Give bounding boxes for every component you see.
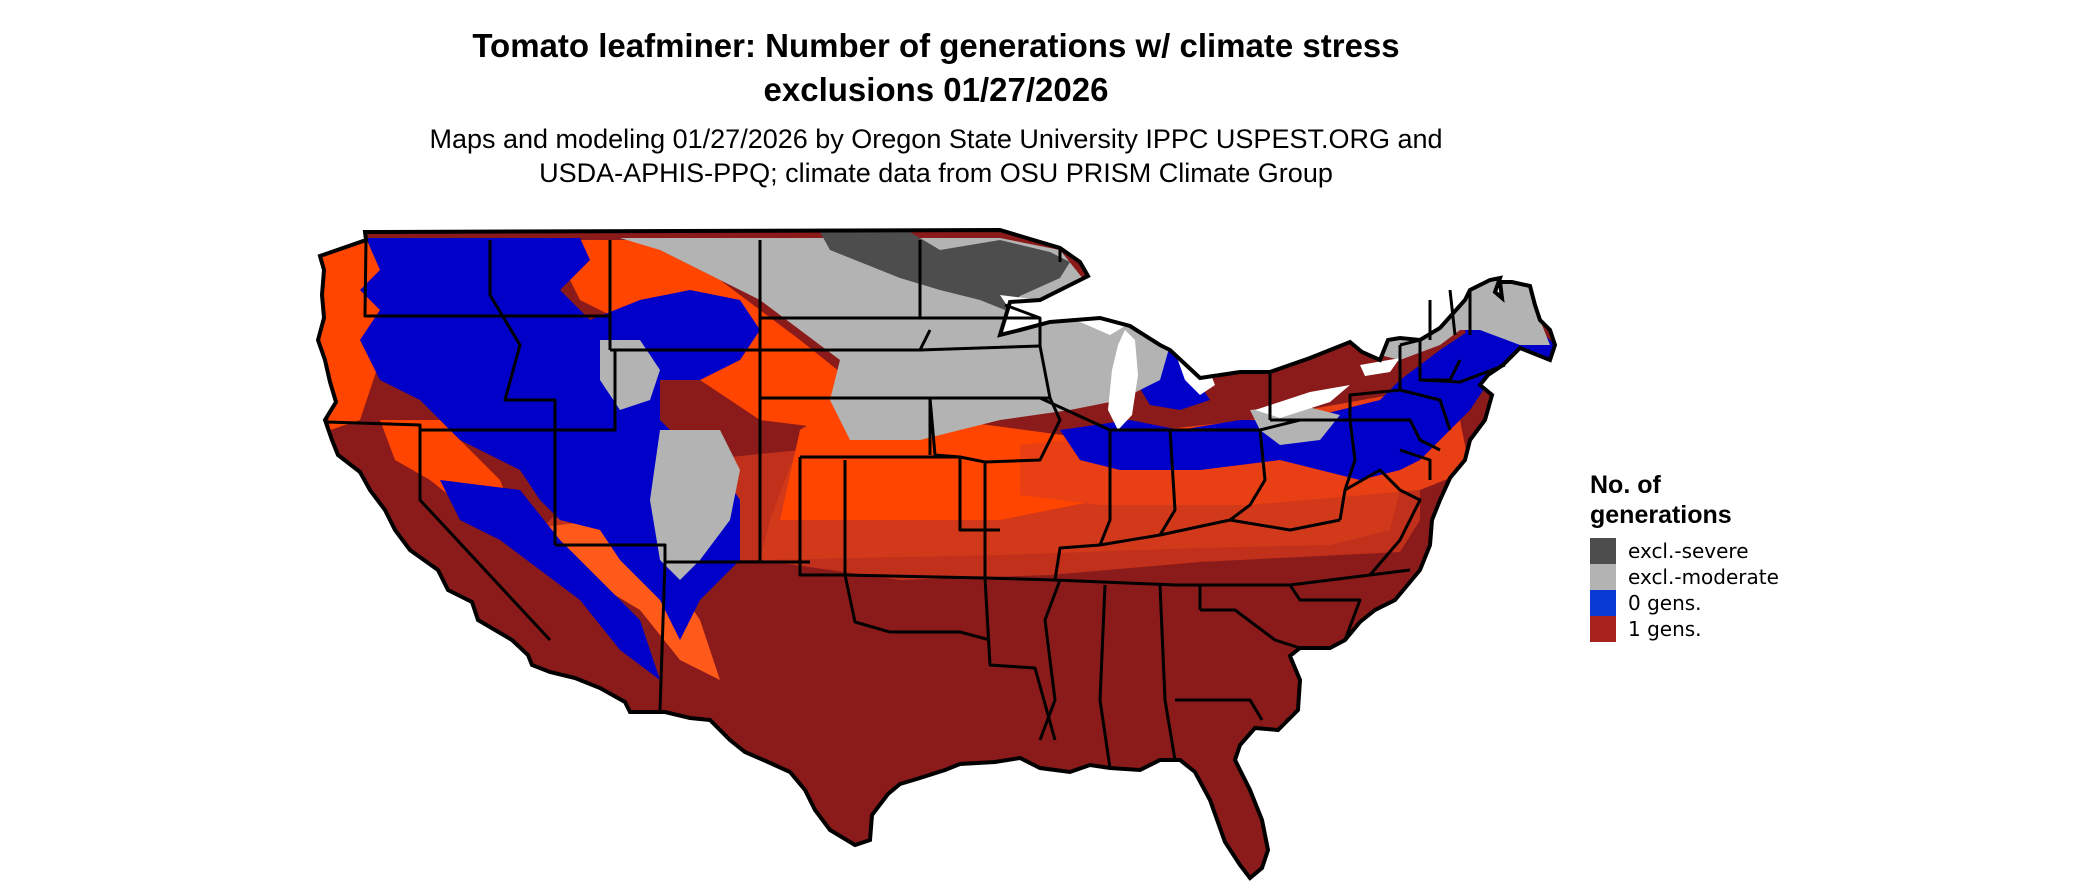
- legend-swatch: [1590, 590, 1616, 616]
- title-line-2: exclusions 01/27/2026: [763, 71, 1109, 108]
- state-borders: [326, 239, 1506, 769]
- legend-title: No. of generations: [1590, 470, 1779, 530]
- legend-item-1-gens: 1 gens.: [1590, 616, 1779, 642]
- climate-zones: [318, 230, 1555, 878]
- legend-label: 1 gens.: [1628, 617, 1702, 641]
- legend-title-line-2: generations: [1590, 501, 1732, 529]
- subtitle-line-1: Maps and modeling 01/27/2026 by Oregon S…: [429, 124, 1443, 154]
- map-subtitle: Maps and modeling 01/27/2026 by Oregon S…: [0, 122, 1872, 190]
- legend-title-line-1: No. of: [1590, 471, 1661, 499]
- legend-label: excl.-severe: [1628, 539, 1749, 563]
- title-line-1: Tomato leafminer: Number of generations …: [472, 27, 1400, 64]
- legend-swatch: [1590, 564, 1616, 590]
- legend-item-excl-moderate: excl.-moderate: [1590, 564, 1779, 590]
- map-title: Tomato leafminer: Number of generations …: [0, 24, 1872, 112]
- legend-swatch: [1590, 616, 1616, 642]
- legend: No. of generations excl.-severe excl.-mo…: [1590, 470, 1779, 642]
- legend-label: 0 gens.: [1628, 591, 1702, 615]
- subtitle-line-2: USDA-APHIS-PPQ; climate data from OSU PR…: [539, 158, 1333, 188]
- legend-swatch: [1590, 538, 1616, 564]
- legend-item-0-gens: 0 gens.: [1590, 590, 1779, 616]
- legend-item-excl-severe: excl.-severe: [1590, 538, 1779, 564]
- legend-label: excl.-moderate: [1628, 565, 1779, 589]
